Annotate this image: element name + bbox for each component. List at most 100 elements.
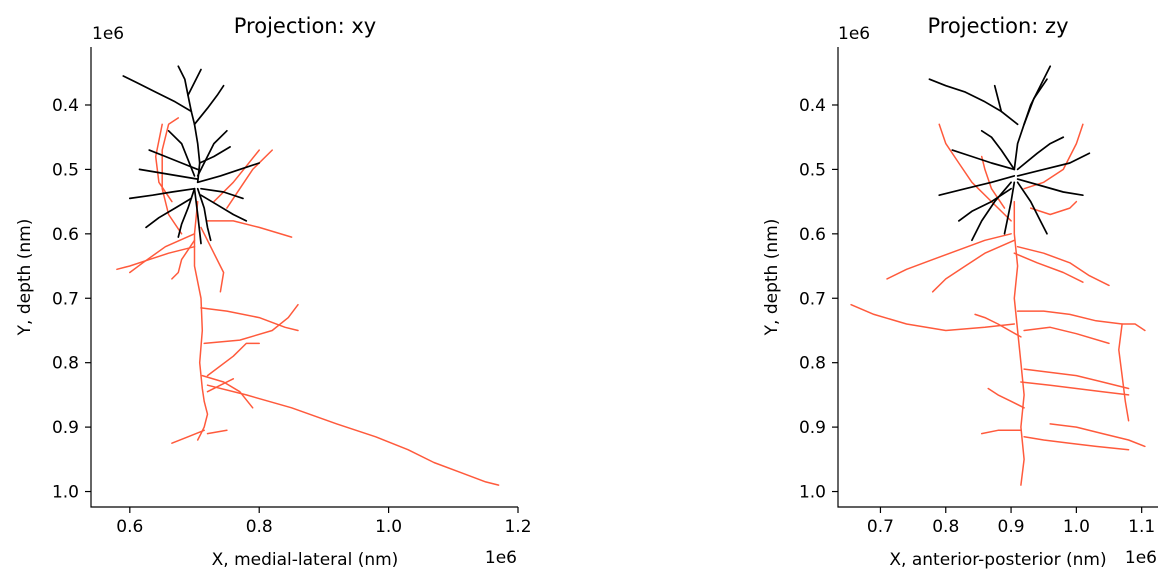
axon-branch xyxy=(226,149,273,209)
neuron-traces xyxy=(116,65,500,486)
axon-branch xyxy=(200,226,225,293)
dendrite-branch xyxy=(1016,152,1091,177)
dendrite-branch xyxy=(993,84,1003,113)
dendrite-branch xyxy=(193,187,202,245)
dendrite-branch xyxy=(1016,136,1065,171)
axon-branch xyxy=(1118,323,1130,422)
dendrite-branch xyxy=(938,175,1016,197)
axis-ticks: 0.6 0.8 1.0 1.2 0.4 0.5 0.6 0.7 0.8 0.9 1.0 xyxy=(52,96,532,537)
axon-branch xyxy=(886,233,1012,280)
dendrite-branch xyxy=(200,194,248,222)
y-axis-label: Y, depth (nm) xyxy=(762,219,782,337)
axon-branch xyxy=(1013,252,1084,283)
dendrite-branch xyxy=(148,149,199,171)
y-tick-label: 1.0 xyxy=(799,483,826,503)
y-tick-label: 0.6 xyxy=(52,225,79,245)
axon-branch xyxy=(201,374,254,409)
x-tick-label: 0.8 xyxy=(932,517,959,537)
axis-ticks: 0.7 0.8 0.9 1.0 1.1 0.4 0.5 0.6 0.7 0.8 0.9 1.0 xyxy=(799,96,1155,537)
axon-branch xyxy=(154,123,173,203)
dendrite-branch xyxy=(122,75,193,113)
dendrite-branch xyxy=(196,187,212,242)
x-tick-label: 0.9 xyxy=(998,517,1025,537)
neuron-traces xyxy=(850,65,1146,486)
axon-branch xyxy=(206,378,235,393)
axis-spines xyxy=(837,47,1158,508)
x-scale-label: 1e6 xyxy=(485,548,517,568)
y-tick-label: 0.7 xyxy=(799,289,826,309)
axon-branch xyxy=(116,245,196,271)
y-scale-label: 1e6 xyxy=(838,24,870,44)
axon-branch xyxy=(850,303,1016,332)
dendrite-branch xyxy=(1023,78,1048,126)
dendrite-branch xyxy=(167,129,196,177)
y-tick-label: 0.4 xyxy=(799,96,826,116)
y-tick-label: 0.8 xyxy=(799,354,826,374)
dendrite-branch xyxy=(193,84,225,126)
axon-branch xyxy=(206,429,228,435)
x-tick-label: 0.7 xyxy=(867,517,894,537)
axon-branch xyxy=(206,384,500,486)
dendrite-branch xyxy=(1016,181,1048,235)
axon-branch xyxy=(206,342,260,377)
y-scale-label: 1e6 xyxy=(92,24,124,44)
x-axis-label: X, anterior-posterior (nm) xyxy=(889,550,1106,570)
dendrite-branch xyxy=(145,197,193,229)
axon-branch xyxy=(203,303,299,345)
dendrite-branch xyxy=(196,162,261,184)
dendrite-branch xyxy=(1016,178,1084,197)
dendrite-branch xyxy=(971,181,1012,242)
dendrite-branch xyxy=(187,68,202,97)
chart-title: Projection: zy xyxy=(927,14,1068,38)
axon-branch xyxy=(206,220,293,238)
axon-branch xyxy=(987,387,1025,409)
axon-branch xyxy=(980,429,1022,435)
dendrite-branch xyxy=(928,78,1019,126)
y-tick-label: 0.4 xyxy=(52,96,79,116)
x-tick-label: 1.0 xyxy=(375,517,402,537)
y-tick-label: 0.7 xyxy=(52,289,79,309)
axon-branch xyxy=(1016,245,1110,287)
axon-branch xyxy=(171,429,205,444)
axon-branch xyxy=(1023,368,1130,390)
y-tick-label: 0.9 xyxy=(52,418,79,438)
axon-branch xyxy=(974,313,1022,338)
chart-title: Projection: xy xyxy=(234,14,376,38)
axon-branch xyxy=(1029,200,1078,216)
axon-branch xyxy=(129,233,196,274)
xy-projection-panel: Projection: xy 1e6 1e6 X, medial-lateral… xyxy=(15,14,532,570)
axon-branch xyxy=(1023,436,1130,451)
x-tick-label: 0.6 xyxy=(116,517,143,537)
y-tick-label: 1.0 xyxy=(52,483,79,503)
axon-branch xyxy=(193,200,209,441)
dendrite-branch xyxy=(196,129,228,177)
y-axis-label: Y, depth (nm) xyxy=(15,219,35,337)
dendrite-branch xyxy=(177,65,201,184)
dendrite-branch xyxy=(200,187,244,200)
dendrite-branch xyxy=(980,129,1016,171)
y-tick-label: 0.8 xyxy=(52,354,79,374)
dendrite-branch xyxy=(138,168,199,180)
x-tick-label: 1.0 xyxy=(1063,517,1090,537)
axon-branch xyxy=(1020,381,1130,396)
axon-branch xyxy=(1013,200,1025,486)
x-tick-label: 1.1 xyxy=(1128,517,1155,537)
y-tick-label: 0.5 xyxy=(52,160,79,180)
dendrite-branch xyxy=(951,149,1016,171)
x-scale-label: 1e6 xyxy=(1125,548,1157,568)
axon-branch xyxy=(938,123,1012,222)
dendrite-branch xyxy=(1003,181,1016,235)
x-axis-label: X, medial-lateral (nm) xyxy=(212,550,399,570)
axon-branch xyxy=(200,307,299,332)
axon-branch xyxy=(171,239,196,280)
x-tick-label: 0.8 xyxy=(246,517,273,537)
dendrite-branch xyxy=(128,187,196,200)
y-tick-label: 0.9 xyxy=(799,418,826,438)
axon-branch xyxy=(1016,310,1146,332)
x-tick-label: 1.2 xyxy=(504,517,531,537)
axon-branch xyxy=(161,117,183,235)
axis-spines xyxy=(90,47,518,508)
dendrite-branch xyxy=(957,187,1012,222)
y-tick-label: 0.6 xyxy=(799,225,826,245)
